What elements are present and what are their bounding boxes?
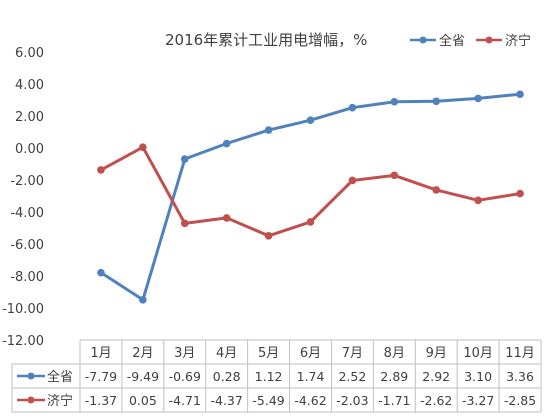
data-point [390,171,399,180]
data-label: -4.37 [211,393,243,408]
data-label: -2.62 [420,393,452,408]
data-label: -1.37 [85,393,117,408]
x-category-label: 4月 [216,346,237,361]
data-label: 2.89 [380,369,408,384]
legend: 全省 济宁 [410,33,531,49]
x-category-label: 5月 [258,346,279,361]
y-tick-label: -6.00 [10,238,44,253]
data-label: 3.36 [506,369,534,384]
y-tick-label: 2.00 [15,110,44,125]
data-label: -4.62 [294,393,326,408]
y-tick-label: -8.00 [10,270,44,285]
data-label: -3.27 [462,393,494,408]
data-label: -0.69 [169,369,201,384]
data-point [222,139,231,148]
data-point [264,232,273,240]
x-category-label: 9月 [426,346,447,361]
data-point [306,218,315,226]
data-point [180,155,189,163]
data-point [139,296,147,304]
data-point [180,219,189,228]
x-category-label: 8月 [384,346,405,361]
legend-label: 济宁 [505,33,531,49]
data-label: 3.10 [464,369,492,384]
series-line [99,92,522,302]
data-point [432,97,441,106]
y-tick-label: 4.00 [15,78,44,93]
table-series-name: 济宁 [47,393,73,409]
data-point [516,189,524,198]
x-category-label: 7月 [342,346,363,361]
y-tick-label: -2.00 [10,174,44,189]
y-tick-label: -12.00 [2,334,44,349]
data-label: 0.28 [213,369,241,384]
data-point [432,186,441,194]
data-label: -7.79 [85,369,117,384]
data-label: 1.74 [297,369,325,384]
x-category-label: 11月 [505,346,535,361]
table-legend-key-marker [27,372,35,380]
data-label: -1.71 [378,393,410,408]
data-label: -2.03 [336,393,368,408]
data-point [139,143,147,151]
data-point [390,97,399,106]
x-category-label: 10月 [463,346,493,361]
data-point [474,94,482,103]
data-label: -4.71 [169,393,201,408]
y-axis: 6.00 4.00 2.00 0.00 -2.00 -4.00 -6.00 -8.00 -10.… [2,46,44,349]
y-tick-label: 0.00 [15,142,44,157]
data-label: 2.92 [422,369,450,384]
data-label: -2.85 [504,393,536,408]
x-category-label: 3月 [174,346,195,361]
data-point [97,166,105,174]
data-point [222,214,231,222]
y-tick-label: -10.00 [2,302,44,317]
x-category-label: 2月 [132,346,153,361]
table-series-name: 全省 [47,369,73,385]
data-label: 0.05 [129,393,157,408]
chart-title: 2016年累计工业用电增幅，% [165,31,367,49]
data-point [306,116,315,124]
data-point [516,90,524,99]
x-category-label: 1月 [90,346,111,361]
data-label: -9.49 [127,369,159,384]
data-point [348,176,357,185]
data-label: 1.12 [255,369,283,384]
data-point [264,126,273,134]
x-category-label: 6月 [300,346,321,361]
data-label: 2.52 [338,369,366,384]
data-point [348,103,357,112]
data-point [474,196,482,205]
y-tick-label: 6.00 [15,46,44,61]
legend-key-marker [419,36,427,44]
data-label: -5.49 [252,393,284,408]
y-tick-label: -4.00 [10,206,44,221]
legend-key-marker [485,36,493,44]
table-legend-key-marker [27,396,35,404]
legend-label: 全省 [439,33,465,49]
plot-area [97,90,524,304]
data-point [97,268,105,277]
